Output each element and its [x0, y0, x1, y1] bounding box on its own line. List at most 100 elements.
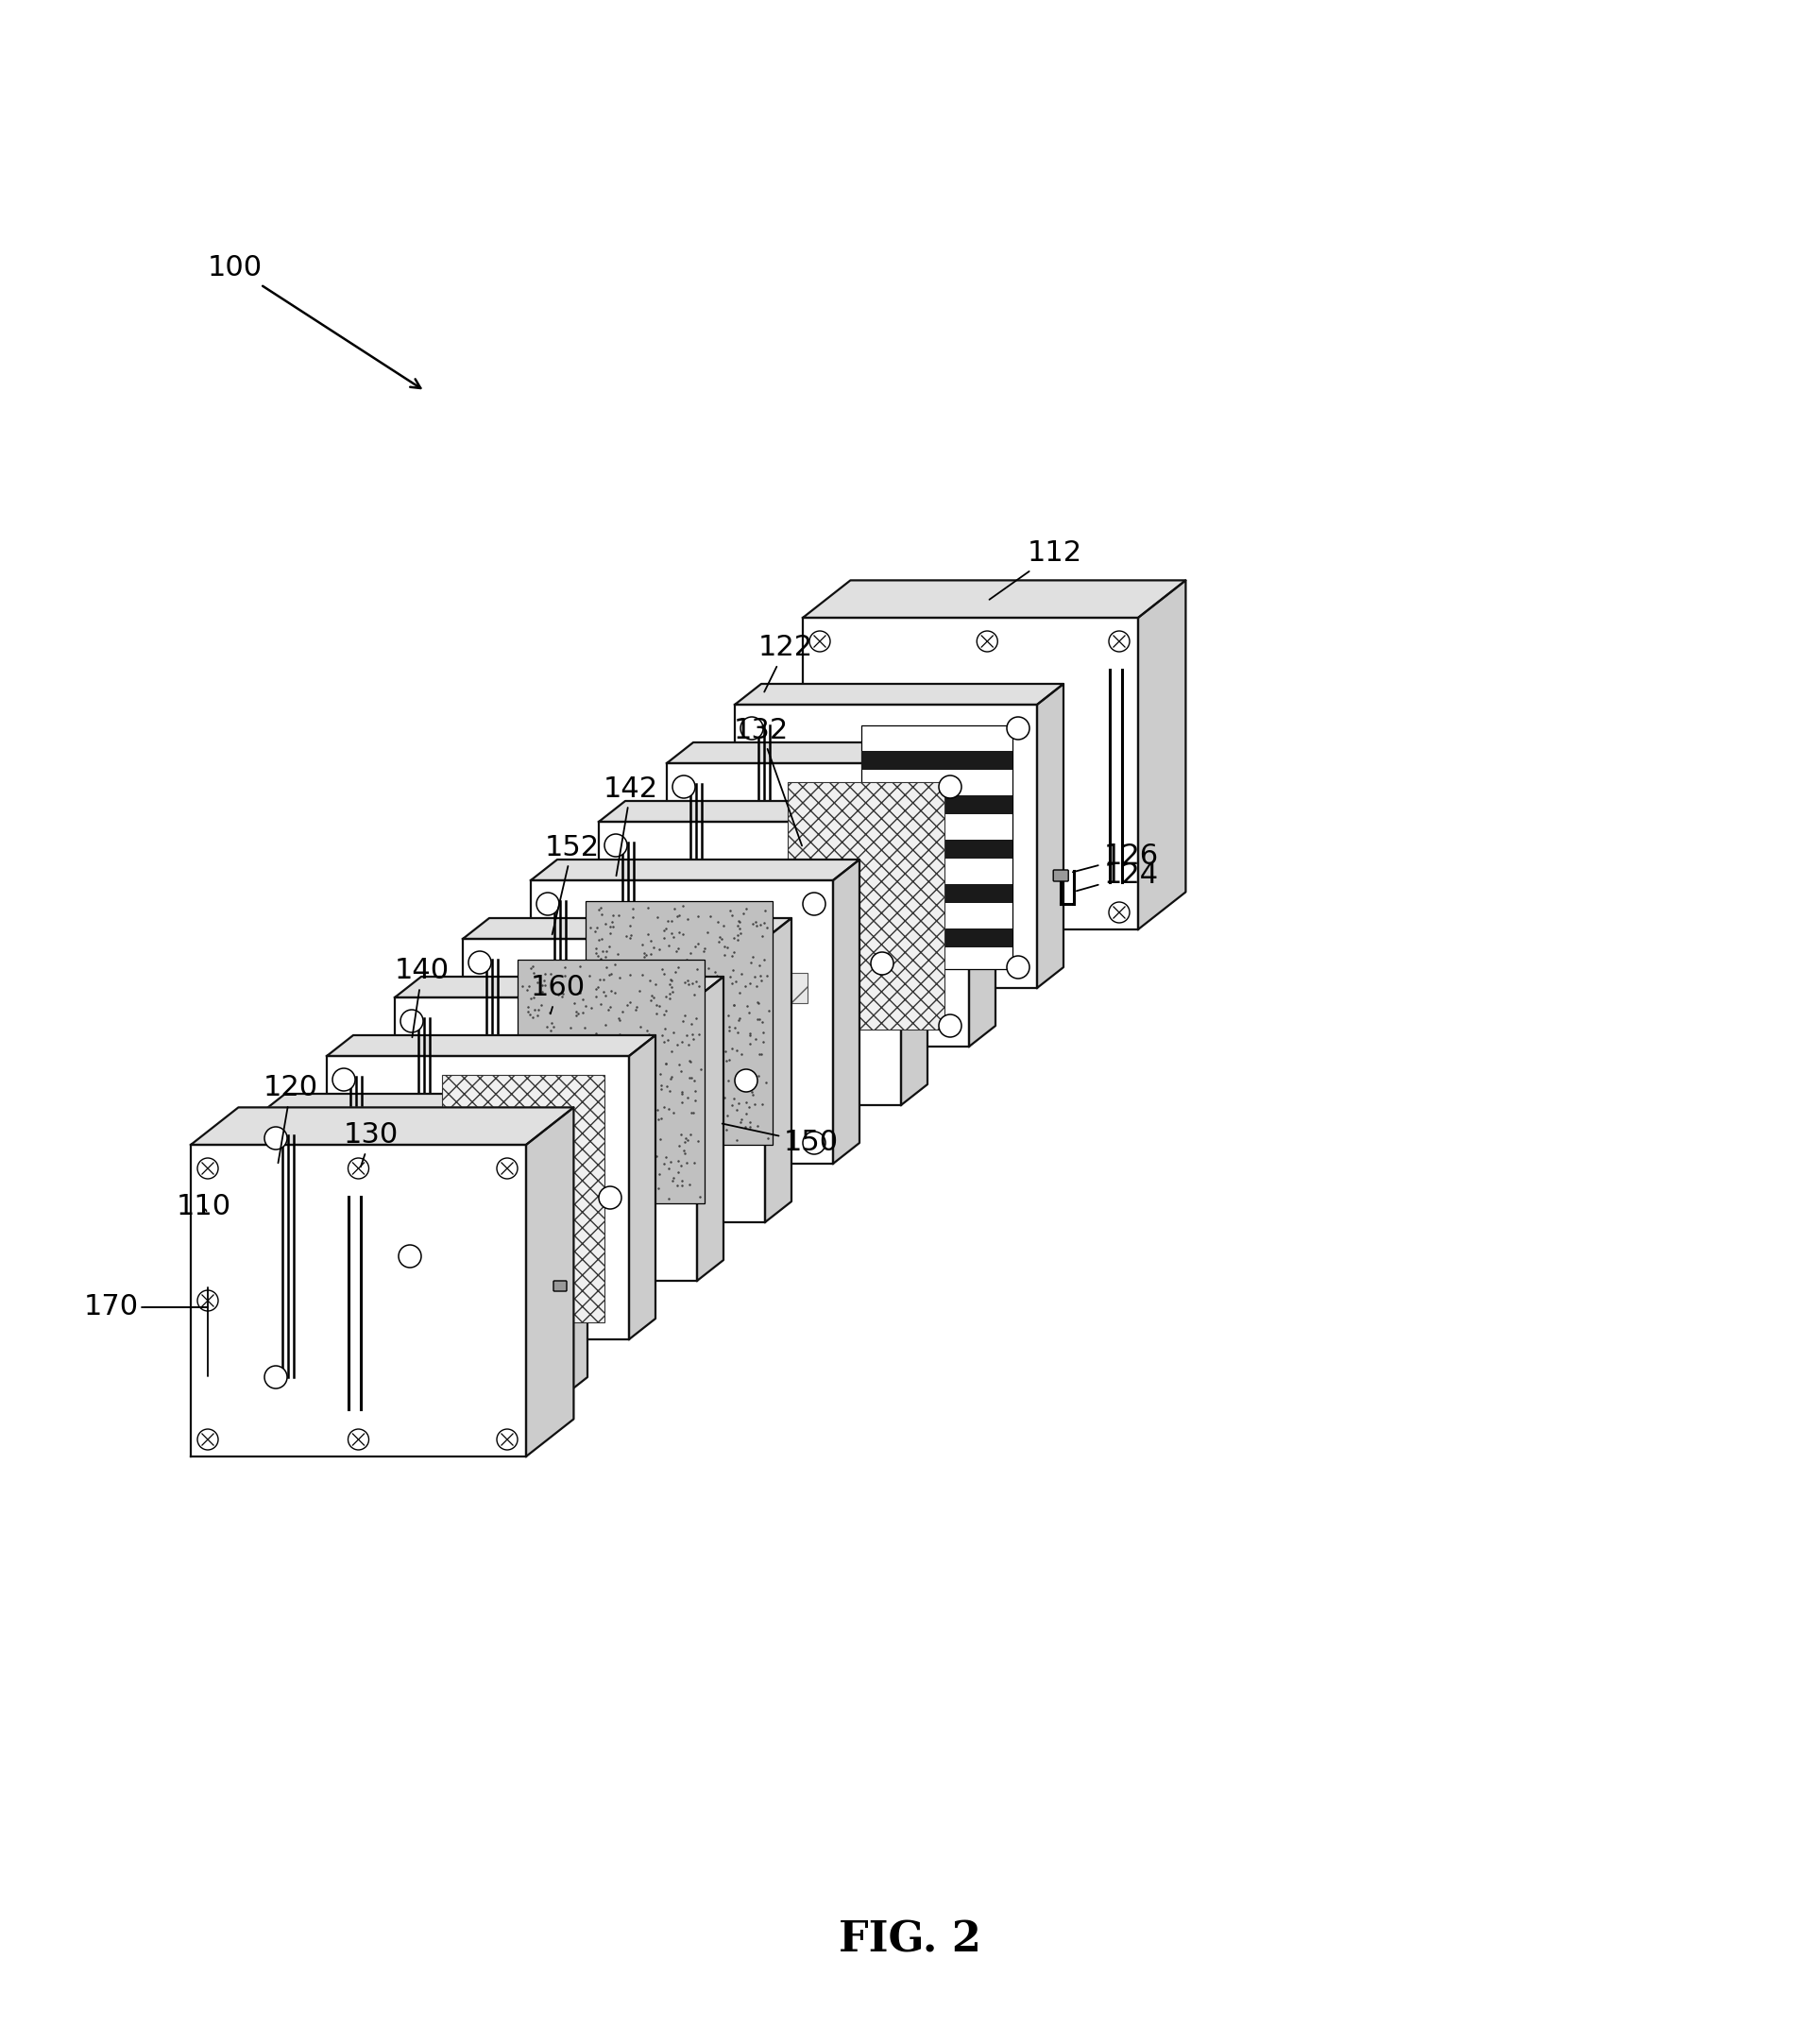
Point	[615, 985, 644, 1018]
Point	[628, 1179, 657, 1212]
Point	[575, 1171, 604, 1204]
Point	[657, 963, 686, 995]
Point	[635, 1063, 664, 1096]
Point	[652, 1047, 681, 1079]
Point	[617, 918, 646, 950]
Circle shape	[604, 1073, 628, 1096]
Point	[750, 908, 779, 940]
Circle shape	[672, 1014, 695, 1036]
Point	[511, 1065, 541, 1098]
Point	[630, 983, 659, 1016]
Point	[684, 1018, 713, 1051]
Point	[693, 1071, 723, 1104]
Point	[528, 1153, 557, 1186]
Text: 140: 140	[395, 957, 450, 1038]
Point	[635, 1171, 664, 1204]
Point	[715, 1014, 744, 1047]
Point	[621, 1102, 650, 1134]
Point	[590, 1094, 619, 1126]
Point	[599, 899, 628, 932]
Point	[544, 979, 573, 1012]
Point	[679, 1026, 708, 1059]
Point	[619, 1147, 648, 1179]
Point	[639, 1028, 668, 1061]
Point	[679, 1096, 708, 1128]
Point	[659, 1049, 688, 1081]
Point	[513, 973, 542, 1006]
Point	[657, 1061, 686, 1094]
Point	[719, 936, 748, 969]
Point	[708, 1012, 737, 1044]
Point	[650, 1108, 679, 1141]
Point	[613, 1153, 642, 1186]
Point	[670, 1126, 699, 1159]
Point	[613, 1085, 642, 1118]
Point	[748, 1087, 777, 1120]
Point	[539, 1085, 568, 1118]
Point	[610, 1124, 639, 1157]
Point	[659, 1030, 688, 1063]
Point	[535, 1083, 564, 1116]
Point	[641, 989, 670, 1022]
Point	[582, 1167, 612, 1200]
Point	[639, 1110, 668, 1143]
Point	[628, 1016, 657, 1049]
Point	[601, 953, 630, 985]
Point	[562, 1147, 592, 1179]
Point	[564, 997, 593, 1030]
Point	[704, 1116, 733, 1149]
Point	[535, 995, 564, 1028]
Point	[575, 1087, 604, 1120]
Polygon shape	[191, 1108, 573, 1145]
Point	[653, 1040, 682, 1073]
Point	[642, 1104, 672, 1136]
Point	[657, 1114, 686, 1147]
Point	[622, 1167, 652, 1200]
Point	[673, 965, 703, 997]
Point	[672, 1040, 701, 1073]
Point	[686, 1053, 715, 1085]
Point	[748, 1016, 777, 1049]
Point	[662, 1028, 692, 1061]
Point	[653, 1071, 682, 1104]
Point	[613, 1055, 642, 1087]
Point	[615, 910, 644, 942]
Point	[657, 1145, 686, 1177]
Point	[628, 1042, 657, 1075]
Point	[679, 1022, 708, 1055]
Point	[652, 1141, 681, 1173]
Point	[657, 963, 686, 995]
Point	[684, 1181, 713, 1214]
Point	[593, 1047, 622, 1079]
Circle shape	[741, 957, 763, 979]
Point	[582, 1091, 612, 1124]
Point	[542, 1075, 571, 1108]
Point	[668, 1002, 697, 1034]
Point	[550, 1030, 579, 1063]
Point	[601, 1157, 630, 1190]
Point	[666, 961, 695, 993]
Point	[582, 912, 612, 944]
Point	[695, 987, 724, 1020]
Point	[726, 1106, 755, 1139]
Point	[511, 1157, 541, 1190]
Point	[723, 920, 752, 953]
Point	[604, 971, 633, 1004]
Polygon shape	[803, 617, 1138, 930]
Point	[511, 1116, 541, 1149]
Point	[659, 1016, 688, 1049]
Point	[615, 1179, 644, 1212]
Point	[657, 1034, 686, 1067]
Point	[695, 1061, 724, 1094]
Point	[692, 1040, 721, 1073]
Point	[612, 1085, 641, 1118]
Point	[592, 950, 621, 983]
Point	[577, 991, 606, 1024]
Point	[542, 1061, 571, 1094]
Point	[526, 989, 555, 1022]
Point	[604, 1004, 633, 1036]
Point	[690, 932, 719, 965]
Polygon shape	[462, 918, 792, 938]
Point	[619, 1047, 648, 1079]
Point	[571, 1069, 601, 1102]
